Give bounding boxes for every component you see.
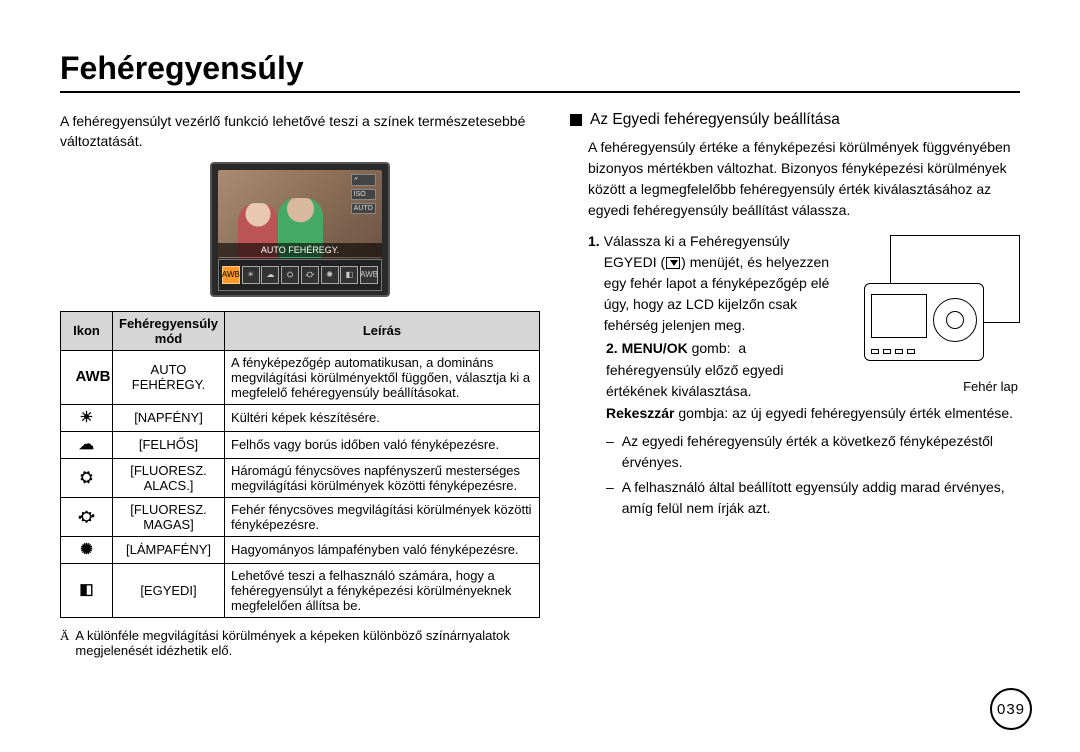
custom-wb-icon: ◧ <box>76 581 98 599</box>
bullet-item: –A felhasználó által beállított egyensúl… <box>606 477 1020 519</box>
table-row: ⛭ [FLUORESZ. ALACS.] Háromágú fénycsöves… <box>61 458 540 497</box>
section-body: A fehéregyensúly értéke a fényképezési k… <box>588 137 1020 221</box>
th-mode: Fehéregyensúly mód <box>113 311 225 350</box>
table-row: ☁ [FELHŐS] Felhős vagy borús időben való… <box>61 431 540 458</box>
square-bullet-icon <box>570 114 582 126</box>
table-row: ◧ [EGYEDI] Lehetővé teszi a felhasználó … <box>61 563 540 617</box>
page-number: 039 <box>990 688 1032 730</box>
fluorescent-high-icon: ⛮ <box>76 508 98 526</box>
th-icon: Ikon <box>61 311 113 350</box>
tungsten-icon: ✺ <box>76 541 98 559</box>
figure-caption: Fehér lap <box>963 379 1018 394</box>
awb-icon: AWB <box>76 368 98 386</box>
camera-lcd-figure: 🗲 ISO AUTO AUTO FEHÉREGY. AWB ☀ ☁ ⛭ ⛮ ✺ … <box>210 162 390 297</box>
table-row: ☀ [NAPFÉNY] Kültéri képek készítésére. <box>61 404 540 431</box>
lcd-wb-bar: AWB ☀ ☁ ⛭ ⛮ ✺ ◧ AWB <box>218 259 382 291</box>
down-arrow-icon <box>666 257 680 269</box>
table-row: ✺ [LÁMPAFÉNY] Hagyományos lámpafényben v… <box>61 536 540 563</box>
table-row: ⛮ [FLUORESZ. MAGAS] Fehér fénycsöves meg… <box>61 497 540 536</box>
wb-table: Ikon Fehéregyensúly mód Leírás AWB AUTO … <box>60 311 540 618</box>
th-desc: Leírás <box>225 311 540 350</box>
bullet-item: –Az egyedi fehéregyensúly érték a követk… <box>606 431 1020 473</box>
daylight-icon: ☀ <box>76 409 98 427</box>
intro-text: A fehéregyensúlyt vezérlő funkció lehető… <box>60 111 540 152</box>
footnote: Ä A különféle megvilágítási körülmények … <box>60 628 540 658</box>
table-row: AWB AUTO FEHÉREGY. A fényképezőgép autom… <box>61 350 540 404</box>
steps: Fehér lap 1. Válassza ki a Fehéregyensúl… <box>588 231 1020 519</box>
cloudy-icon: ☁ <box>76 436 98 454</box>
page-title: Fehéregyensúly <box>60 50 1020 93</box>
lcd-mode-label: AUTO FEHÉREGY. <box>218 243 382 257</box>
section-heading: Az Egyedi fehéregyensúly beállítása <box>570 111 1020 129</box>
fluorescent-low-icon: ⛭ <box>76 469 98 487</box>
